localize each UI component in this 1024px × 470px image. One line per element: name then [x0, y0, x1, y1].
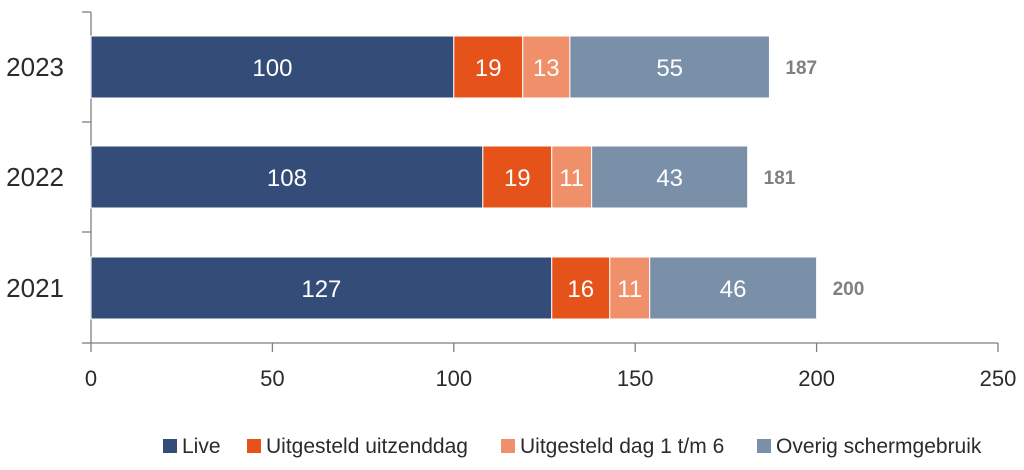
data-label-2022-1: 108 — [267, 165, 307, 192]
data-label-2023-4: 55 — [656, 55, 683, 82]
total-label-2023: 187 — [785, 58, 817, 79]
legend-label-2: Uitgesteld uitzenddag — [266, 435, 468, 458]
legend-swatch-2 — [247, 439, 261, 453]
bar-segment-2021-1 — [90, 256, 553, 320]
bar-segment-2022-3 — [551, 145, 593, 209]
bar-segment-2022-4 — [591, 145, 749, 209]
legend-label-4: Overig schermgebruik — [776, 435, 982, 458]
data-label-2023-1: 100 — [252, 55, 292, 82]
legend-label-3: Uitgesteld dag 1 t/m 6 — [520, 435, 724, 458]
data-label-2021-3: 11 — [617, 276, 642, 303]
x-tick-label: 250 — [980, 366, 1017, 391]
bar-segment-2022-2 — [482, 145, 553, 209]
bar-segment-2023-2 — [453, 35, 524, 99]
bar-segment-2021-3 — [609, 256, 651, 320]
x-tick-label: 0 — [85, 366, 97, 391]
legend-swatch-3 — [501, 439, 515, 453]
data-label-2021-2: 16 — [567, 276, 594, 303]
bar-segment-2021-2 — [551, 256, 611, 320]
legend-swatch-4 — [757, 439, 771, 453]
total-label-2022: 181 — [764, 168, 796, 189]
data-label-2021-4: 46 — [720, 276, 747, 303]
bar-segment-2023-1 — [90, 35, 455, 99]
data-label-2022-3: 11 — [559, 165, 584, 192]
bar-segment-2021-4 — [649, 256, 818, 320]
data-label-2023-2: 19 — [475, 55, 502, 82]
legend-swatch-1 — [163, 439, 177, 453]
x-tick-label: 100 — [435, 366, 472, 391]
total-label-2021: 200 — [833, 279, 865, 300]
data-label-2023-3: 13 — [533, 55, 560, 82]
bar-segment-2022-1 — [90, 145, 484, 209]
data-label-2021-1: 127 — [301, 276, 341, 303]
data-label-2022-4: 43 — [656, 165, 683, 192]
category-label-2021: 2021 — [6, 273, 64, 303]
bar-segment-2023-3 — [522, 35, 571, 99]
bar-segment-2023-4 — [569, 35, 770, 99]
category-label-2023: 2023 — [6, 52, 64, 82]
x-tick-label: 50 — [260, 366, 284, 391]
data-label-2022-2: 19 — [504, 165, 531, 192]
x-tick-label: 200 — [798, 366, 835, 391]
x-tick-label: 150 — [617, 366, 654, 391]
legend-label-1: Live — [182, 435, 221, 458]
category-label-2022: 2022 — [6, 162, 64, 192]
